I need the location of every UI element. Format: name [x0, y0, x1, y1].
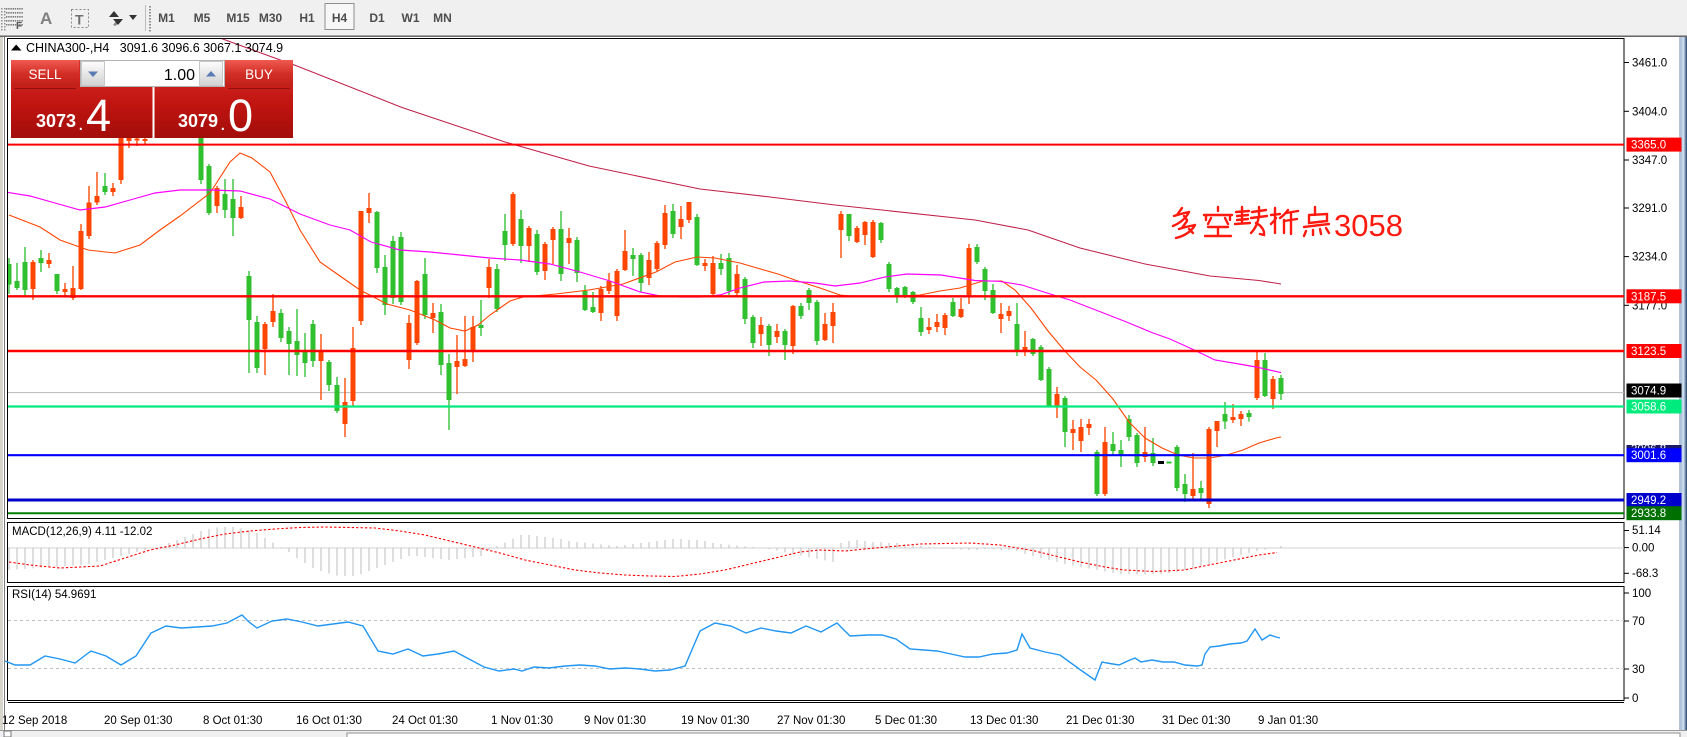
svg-text:0: 0 [1632, 693, 1638, 705]
svg-text:CHINA300-,H4 3091.6 3096.6 3: CHINA300-,H4 3091.6 3096.6 3067.1 3074.9 [26, 41, 283, 55]
svg-text:3058.6: 3058.6 [1631, 402, 1666, 414]
svg-text:12 Sep 2018: 12 Sep 2018 [2, 715, 67, 727]
svg-text:3079: 3079 [178, 111, 218, 131]
svg-text:MN: MN [433, 11, 452, 25]
svg-text:0.00: 0.00 [1632, 543, 1654, 555]
svg-text:13 Dec 01:30: 13 Dec 01:30 [970, 715, 1038, 727]
svg-text:30: 30 [1632, 664, 1645, 676]
svg-text:8 Oct 01:30: 8 Oct 01:30 [203, 715, 262, 727]
svg-text:A: A [40, 9, 52, 28]
svg-text:H1: H1 [299, 11, 315, 25]
svg-text:24 Oct 01:30: 24 Oct 01:30 [392, 715, 458, 727]
svg-text:M1: M1 [158, 11, 175, 25]
svg-text:21 Dec 01:30: 21 Dec 01:30 [1066, 715, 1134, 727]
svg-text:1.00: 1.00 [164, 67, 195, 84]
svg-text:3404.0: 3404.0 [1632, 106, 1667, 118]
svg-text:SELL: SELL [28, 67, 62, 82]
svg-text:1 Nov 01:30: 1 Nov 01:30 [491, 715, 553, 727]
svg-text:4: 4 [86, 90, 111, 141]
svg-text:19 Nov 01:30: 19 Nov 01:30 [681, 715, 749, 727]
svg-text:.: . [78, 113, 84, 135]
svg-text:M5: M5 [194, 11, 211, 25]
svg-text:3073: 3073 [36, 111, 76, 131]
svg-text:BUY: BUY [245, 67, 273, 82]
svg-text:5 Dec 01:30: 5 Dec 01:30 [875, 715, 937, 727]
svg-text:3187.5: 3187.5 [1631, 291, 1666, 303]
svg-text:2933.8: 2933.8 [1631, 508, 1666, 520]
svg-text:51.14: 51.14 [1632, 525, 1661, 537]
svg-text:T: T [75, 12, 84, 28]
svg-text:3058: 3058 [1334, 208, 1403, 243]
svg-text:20 Sep 01:30: 20 Sep 01:30 [104, 715, 172, 727]
svg-text:F: F [16, 21, 22, 32]
svg-text:3461.0: 3461.0 [1632, 58, 1667, 70]
svg-text:3001.6: 3001.6 [1631, 450, 1666, 462]
svg-text:2949.2: 2949.2 [1631, 495, 1666, 507]
svg-text:D1: D1 [369, 11, 385, 25]
svg-text:H4: H4 [332, 11, 348, 25]
svg-text:3234.0: 3234.0 [1632, 252, 1667, 264]
svg-text:16 Oct 01:30: 16 Oct 01:30 [296, 715, 362, 727]
svg-text:9 Nov 01:30: 9 Nov 01:30 [584, 715, 646, 727]
svg-text:.: . [220, 113, 226, 135]
svg-text:M30: M30 [259, 11, 283, 25]
svg-text:0: 0 [228, 90, 253, 141]
svg-text:3347.0: 3347.0 [1632, 155, 1667, 167]
svg-text:MACD(12,26,9) 4.11 -12.02: MACD(12,26,9) 4.11 -12.02 [12, 526, 152, 538]
svg-text:100: 100 [1632, 588, 1651, 600]
svg-text:RSI(14) 54.9691: RSI(14) 54.9691 [12, 589, 96, 601]
svg-text:W1: W1 [402, 11, 420, 25]
svg-text:27 Nov 01:30: 27 Nov 01:30 [777, 715, 845, 727]
svg-text:9 Jan 01:30: 9 Jan 01:30 [1258, 715, 1318, 727]
svg-text:3365.0: 3365.0 [1631, 140, 1666, 152]
svg-text:3291.0: 3291.0 [1632, 203, 1667, 215]
svg-text:31 Dec 01:30: 31 Dec 01:30 [1162, 715, 1230, 727]
svg-text:70: 70 [1632, 616, 1645, 628]
svg-text:3074.9: 3074.9 [1631, 386, 1666, 398]
svg-text:-68.3: -68.3 [1632, 568, 1658, 580]
svg-text:3123.5: 3123.5 [1631, 346, 1666, 358]
svg-text:M15: M15 [226, 11, 250, 25]
